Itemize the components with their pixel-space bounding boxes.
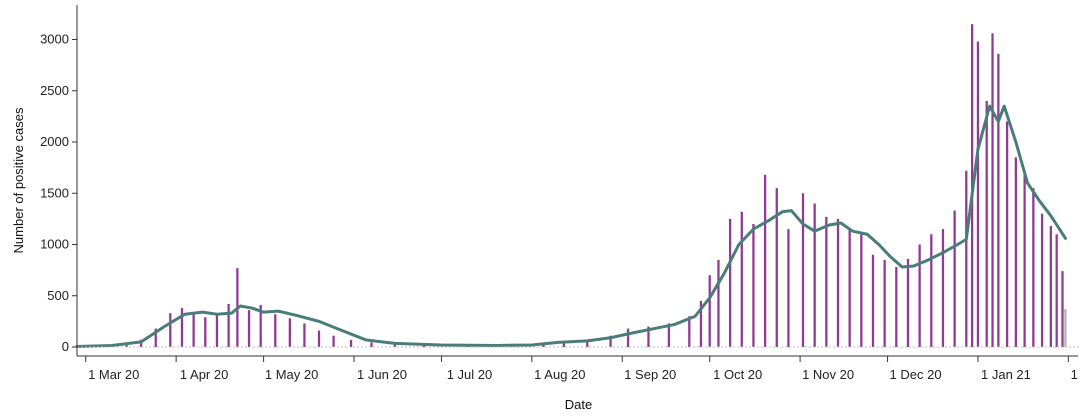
y-axis-title: Number of positive cases: [11, 107, 26, 253]
daily-cases-bar: [699, 300, 703, 347]
daily-cases-bar: [288, 318, 291, 347]
daily-cases-bar: [1032, 188, 1035, 347]
daily-cases-bar: [1064, 309, 1067, 347]
x-tick-label: 1 Apr 20: [180, 367, 228, 382]
x-tick-label: 1 Jun 20: [357, 367, 407, 382]
daily-cases-bar: [332, 335, 335, 347]
daily-cases-bar: [860, 234, 863, 347]
daily-cases-bar: [393, 343, 396, 347]
daily-cases-bar: [918, 244, 921, 347]
y-tick-label: 1000: [40, 237, 69, 252]
daily-cases-bar: [991, 33, 994, 347]
daily-cases-bar: [215, 313, 219, 347]
daily-cases-bar: [192, 312, 195, 347]
x-tick-label: 1 Mar 20: [88, 367, 139, 382]
daily-cases-bar: [626, 328, 630, 347]
daily-cases-bar: [180, 308, 184, 347]
x-tick-label: 1 Sep 20: [624, 367, 676, 382]
daily-cases-bar: [274, 314, 277, 347]
daily-cases-bar: [317, 330, 321, 347]
y-tick-label: 1500: [40, 185, 69, 200]
daily-cases-bar: [247, 310, 251, 347]
x-tick-label: 1 Aug 20: [534, 367, 585, 382]
daily-cases-bar: [941, 229, 945, 347]
daily-cases-bar: [125, 343, 128, 347]
daily-cases-bar: [586, 339, 589, 347]
daily-cases-bar: [1014, 157, 1017, 347]
daily-cases-bar: [775, 188, 778, 347]
daily-cases-bar: [895, 267, 898, 347]
daily-cases-bar: [848, 229, 851, 347]
daily-cases-bar: [997, 53, 1000, 347]
daily-cases-bar: [787, 229, 790, 347]
daily-cases-bar: [1040, 213, 1044, 347]
daily-cases-bar: [667, 323, 671, 347]
daily-cases-bar: [871, 254, 875, 347]
x-tick-label: 1 Nov 20: [802, 367, 854, 382]
y-axis-ticks: 0 500 1000 1500 2000 2500 3000: [40, 32, 77, 354]
y-tick-label: 500: [47, 288, 69, 303]
daily-cases-bar: [965, 170, 968, 347]
daily-cases-bar: [259, 304, 262, 347]
daily-cases-bar: [976, 41, 980, 348]
daily-cases-bar: [953, 210, 956, 347]
daily-cases-bar: [688, 316, 691, 347]
daily-cases-bar: [752, 224, 755, 347]
daily-cases-bar: [303, 323, 306, 347]
daily-cases-bar: [708, 275, 711, 347]
daily-cases-bar: [825, 216, 828, 347]
y-tick-label: 2500: [40, 83, 69, 98]
daily-cases-bar: [740, 211, 743, 347]
rolling-average-line: [75, 104, 1067, 348]
x-axis-title: Date: [565, 397, 592, 412]
daily-cases-bar: [609, 335, 612, 347]
rolling-average-line-group: [75, 104, 1067, 348]
daily-cases-bar: [801, 193, 805, 347]
x-tick-label: 1 Oct 20: [713, 367, 762, 382]
daily-cases-bar: [647, 326, 650, 347]
daily-cases-bar: [1061, 271, 1064, 347]
daily-cases-bar: [349, 339, 353, 347]
x-tick-label: 1 Jan 21: [981, 367, 1031, 382]
daily-cases-bar: [154, 328, 157, 347]
daily-cases-bar: [169, 313, 172, 347]
x-tick-label: 1 Jul 20: [447, 367, 493, 382]
daily-cases-bar: [763, 174, 767, 347]
daily-cases-bar: [836, 218, 840, 347]
daily-cases-bar: [1049, 226, 1052, 347]
daily-cases-bar: [562, 340, 566, 347]
daily-cases-bar: [1005, 121, 1009, 347]
daily-cases-bar: [717, 259, 720, 347]
daily-cases-bar: [140, 339, 143, 347]
daily-cases-bar: [728, 218, 732, 347]
y-tick-label: 0: [62, 339, 69, 354]
daily-cases-bar: [985, 101, 988, 347]
y-tick-label: 2000: [40, 134, 69, 149]
daily-cases-bar: [1055, 234, 1058, 347]
daily-cases-bar: [813, 203, 816, 347]
daily-cases-bar: [1023, 174, 1026, 347]
x-tick-label: 1 May 20: [265, 367, 318, 382]
daily-cases-bar: [204, 317, 207, 347]
x-tick-label: 1 Dec 20: [890, 367, 942, 382]
daily-bars: [125, 24, 1067, 348]
daily-cases-bar: [883, 259, 886, 347]
daily-cases-bar: [227, 303, 230, 347]
daily-cases-bar: [906, 258, 910, 347]
y-tick-label: 3000: [40, 32, 69, 47]
daily-cases-bar: [370, 342, 373, 347]
daily-cases-bar: [930, 234, 933, 347]
x-axis-ticks: 1 Mar 20 1 Apr 20 1 May 20 1 Jun 20 1 Jul 20…: [85, 356, 1080, 382]
x-tick-label: 1 Feb 21: [1071, 367, 1080, 382]
